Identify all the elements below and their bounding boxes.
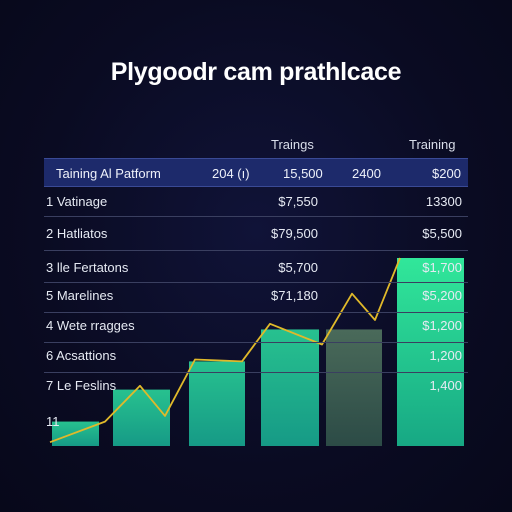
bar-3: [189, 361, 245, 446]
table-row-value-2: 13300: [425, 194, 462, 209]
table-header-band: [44, 158, 468, 187]
table-row-value-1: $71,180: [271, 288, 318, 303]
bar-2: [113, 389, 170, 446]
bar-1: [52, 421, 99, 446]
table-row-label: 1 Vatinage: [46, 194, 108, 209]
table-row-label: 7 Le Feslins: [46, 378, 117, 393]
chart-title: Plygoodr cam prathlcace: [110, 58, 402, 86]
table-row-value-2: 1,200: [429, 348, 462, 363]
header-cell-platform: Taining Al Patform: [56, 166, 161, 181]
header-cell-value-2: 2400: [352, 166, 381, 181]
trend-line: [49, 257, 401, 444]
table-row-divider: [44, 372, 468, 373]
table-row-value-1: $5,700: [278, 260, 318, 275]
table-row-label: 4 Wete rragges: [46, 318, 135, 333]
table-row-value-2: $1,200: [422, 318, 462, 333]
table-row-divider: [44, 312, 468, 313]
table-row-value-1: $79,500: [271, 226, 318, 241]
table-row-divider: [44, 342, 468, 343]
table-row-value-1: $7,550: [278, 194, 318, 209]
bar-6: [397, 258, 464, 446]
header-cell-year: 204 (ı): [212, 166, 250, 181]
header-cell-value-1: 15,500: [283, 166, 323, 181]
table-row-value-2: $1,700: [422, 260, 462, 275]
table-row-value-2: $5,500: [422, 226, 462, 241]
header-cell-value-3: $200: [432, 166, 461, 181]
table-row-label: 5 Marelines: [46, 288, 114, 303]
table-row-label: 2 Hatliatos: [46, 226, 108, 241]
table-row-divider: [44, 250, 468, 251]
table-row-divider: [44, 282, 468, 283]
table-row-label: 11: [46, 414, 60, 429]
table-row-value-2: 1,400: [429, 378, 462, 393]
table-row-label: 6 Acsattions: [46, 348, 117, 363]
table-row-value-2: $5,200: [422, 288, 462, 303]
table-row-divider: [44, 216, 468, 217]
bar-5: [326, 329, 382, 446]
column-header-training: Training: [409, 137, 456, 152]
table-row-label: 3 lle Fertatons: [46, 260, 129, 275]
bar-4: [261, 329, 319, 446]
column-header-trainings: Traings: [271, 137, 314, 152]
